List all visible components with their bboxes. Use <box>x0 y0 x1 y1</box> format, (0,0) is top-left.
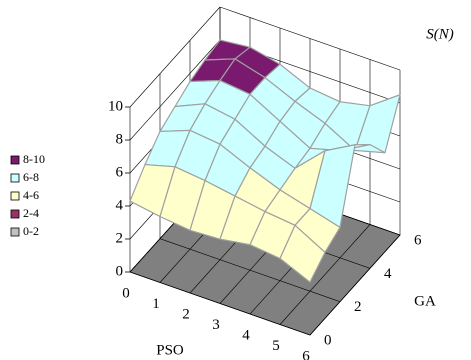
floor-grid-line <box>159 238 341 302</box>
legend-label: 2-4 <box>23 206 39 220</box>
y-tick-label: 0 <box>324 332 332 348</box>
wall-grid-line <box>219 6 401 71</box>
legend-label: 6-8 <box>23 170 39 184</box>
z-tick-label: 0 <box>116 263 124 279</box>
z-tick-label: 10 <box>108 98 123 114</box>
x-tick-label: 2 <box>182 306 190 322</box>
wall-grid-line <box>129 6 221 108</box>
floor-grid-line <box>129 271 311 336</box>
x-tick-label: 0 <box>122 285 130 301</box>
floor-grid-line <box>309 234 401 336</box>
x-tick-label: 5 <box>272 338 280 354</box>
z-axis-label: S(N) <box>426 26 454 42</box>
x-tick-label: 4 <box>242 327 250 343</box>
z-tick-label: 8 <box>116 131 124 147</box>
y-axis-label: GA <box>414 293 436 309</box>
x-axis-label: PSO <box>156 342 184 358</box>
z-tick-label: 4 <box>116 197 124 213</box>
y-tick-label: 4 <box>384 266 392 282</box>
legend-swatch <box>10 227 20 237</box>
x-tick-label: 3 <box>212 317 220 333</box>
wall-grid-line <box>129 39 221 141</box>
legend-label: 0-2 <box>23 224 39 238</box>
y-tick-label: 6 <box>414 232 422 248</box>
legend-swatch <box>10 191 20 201</box>
floor-grid-line <box>279 224 371 325</box>
surface-patch <box>279 224 326 284</box>
legend-label: 8-10 <box>23 152 45 166</box>
z-tick-label: 2 <box>116 230 124 246</box>
x-tick-label: 6 <box>302 348 310 360</box>
y-tick-label: 2 <box>354 299 362 315</box>
legend-label: 4-6 <box>23 188 39 202</box>
legend-swatch <box>10 209 20 219</box>
legend-swatch <box>10 173 20 183</box>
z-tick-label: 6 <box>116 164 124 180</box>
legend-swatch <box>10 155 20 165</box>
x-tick-label: 1 <box>152 296 160 312</box>
